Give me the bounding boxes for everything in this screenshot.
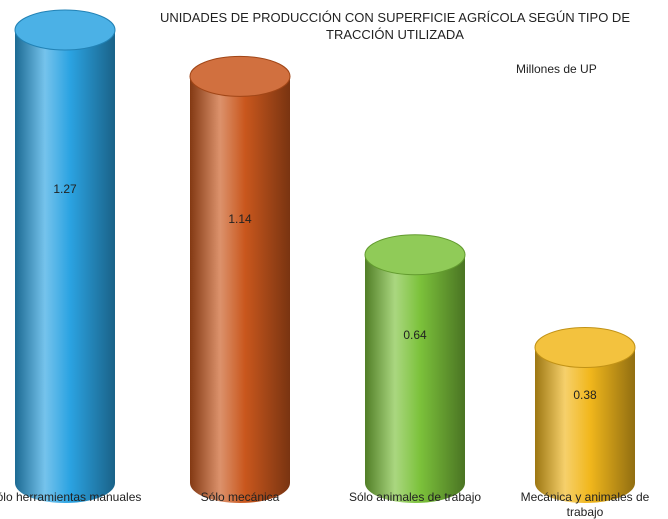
- cylinder: [189, 55, 291, 503]
- unit-label: Millones de UP: [516, 62, 597, 76]
- cylinder-top: [364, 234, 466, 276]
- data-label: 1.27: [53, 181, 77, 196]
- data-label: 0.64: [403, 327, 427, 342]
- data-label: 1.14: [228, 211, 252, 226]
- chart-title: UNIDADES DE PRODUCCIÓN CON SUPERFICIE AG…: [159, 10, 630, 42]
- data-label: 0.38: [573, 387, 597, 402]
- x-tick-label: Sólo mecánica: [200, 490, 280, 504]
- x-tick-label: Mecánica y animales de trabajo: [520, 490, 650, 519]
- cylinder-body: [15, 30, 115, 483]
- cylinder-body: [535, 347, 635, 483]
- cylinder-top: [534, 326, 636, 368]
- cylinder-top: [189, 55, 291, 97]
- cylinder: [364, 234, 466, 503]
- cylinder: [14, 9, 116, 503]
- cylinder-body: [365, 254, 465, 483]
- cylinder-top: [14, 9, 116, 51]
- x-tick-label: Sólo herramientas manuales: [0, 490, 142, 504]
- cylinder-body: [190, 76, 290, 483]
- x-tick-label: Sólo animales de trabajo: [348, 490, 482, 504]
- cylinder: [534, 326, 636, 503]
